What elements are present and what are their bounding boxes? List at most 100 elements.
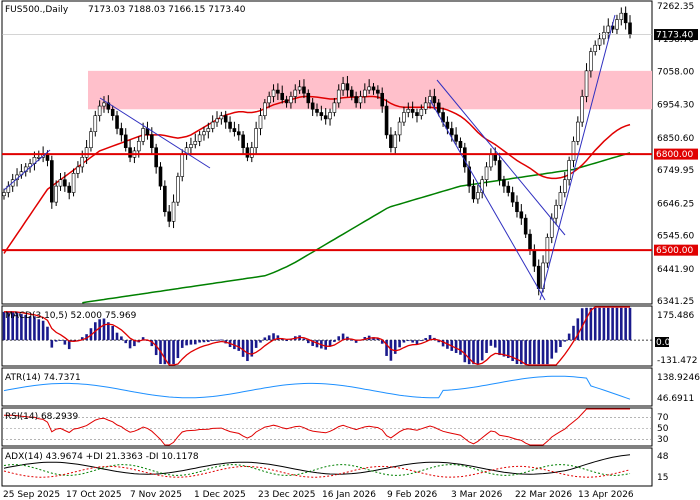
candle-body — [289, 96, 293, 104]
macd-bar — [259, 340, 262, 343]
macd-bar — [115, 332, 119, 341]
candle-body — [154, 147, 158, 168]
macd-bar — [241, 340, 245, 357]
main-y-axis: 7262.35 7158.70 7058.00 6954.30 6850.60 … — [657, 2, 694, 307]
macd-bar — [102, 318, 106, 341]
candle-body — [189, 144, 193, 148]
macd-bar — [389, 340, 393, 361]
macd-bar — [141, 337, 145, 341]
candle-body — [615, 19, 619, 30]
candle-body — [467, 166, 471, 187]
macd-bar — [254, 340, 258, 348]
candle-body — [389, 134, 393, 148]
candle-body — [528, 233, 532, 251]
candle-body — [449, 128, 454, 136]
macd-bar — [120, 336, 123, 341]
adx-title: ADX(14) 43.9674 +DI 21.3363 -DI 10.1178 — [5, 452, 199, 462]
macd-bar — [593, 307, 597, 341]
macd-bar — [11, 311, 14, 341]
macd-bar — [589, 307, 593, 341]
macd-bar — [163, 340, 167, 365]
candle-body — [76, 166, 80, 174]
macd-bar — [7, 311, 10, 341]
macd-bar — [2, 311, 6, 341]
candle-body — [562, 179, 567, 193]
candle-body — [476, 192, 480, 200]
candle-body — [510, 192, 515, 203]
candle-body — [119, 128, 124, 136]
macd-bar — [411, 340, 414, 343]
rsi-path — [4, 408, 630, 446]
macd-bar — [415, 340, 419, 345]
candle-body — [80, 157, 85, 168]
level-label-6500: 6500.00 — [656, 246, 693, 256]
adx-path — [3, 454, 631, 475]
candle-body — [50, 160, 54, 203]
macd-bar — [463, 340, 467, 363]
candles — [2, 6, 632, 296]
macd-bar — [341, 333, 345, 341]
minus-di-path — [3, 465, 631, 478]
macd-bar — [576, 318, 580, 341]
atr-tick-1: 46.6911 — [657, 394, 694, 404]
atr-tick-0: 138.9246 — [657, 373, 700, 383]
macd-bar — [85, 334, 88, 341]
macd-bar — [54, 340, 58, 342]
candle-body — [384, 105, 389, 136]
y-tick-1: 7158.70 — [657, 35, 694, 45]
macd-bar — [80, 337, 84, 341]
macd-bar — [211, 340, 214, 341]
candle-body — [263, 102, 267, 116]
macd-bar — [472, 340, 475, 365]
candle-body — [67, 185, 72, 193]
macd-bar — [480, 340, 484, 361]
macd-bar — [311, 340, 314, 346]
trend-line-5 — [3, 149, 51, 191]
macd-bar — [46, 326, 49, 341]
candle-body — [115, 115, 119, 129]
horizontal-levels — [2, 34, 652, 252]
candle-body — [489, 153, 493, 168]
macd-bar — [437, 340, 441, 343]
macd-bar — [498, 340, 501, 356]
macd-bar — [237, 340, 241, 351]
macd-bar — [372, 337, 375, 341]
candle-body — [167, 211, 171, 222]
macd-bar — [598, 307, 601, 341]
x-tick-2: 7 Nov 2025 — [130, 490, 182, 500]
rsi-line — [2, 408, 652, 446]
candle-body — [123, 134, 128, 148]
rsi-panel-frame — [1, 407, 653, 447]
macd-signal-line — [4, 306, 630, 366]
candle-body — [628, 22, 632, 35]
ma-green-line — [82, 152, 631, 304]
rsi-tick-1: 50 — [657, 424, 669, 434]
candle-body — [163, 185, 167, 213]
macd-bar — [337, 336, 341, 341]
candle-body — [93, 115, 98, 132]
macd-bar — [107, 322, 110, 341]
y-tick-6: 6646.25 — [657, 199, 694, 209]
candle-body — [102, 102, 106, 107]
macd-tick-1: 0.00 — [656, 338, 676, 348]
x-axis: 25 Sep 2025 17 Oct 2025 7 Nov 2025 1 Dec… — [3, 490, 634, 500]
macd-bar — [20, 314, 23, 341]
candle-body — [523, 217, 528, 235]
adx-tick-0: 48 — [657, 452, 669, 462]
x-tick-1: 17 Oct 2025 — [66, 490, 122, 500]
macd-bar — [111, 325, 114, 341]
candle-body — [210, 121, 215, 129]
candle-body — [310, 102, 315, 110]
macd-bar — [559, 340, 562, 348]
macd-bar — [63, 340, 67, 345]
trend-line-2 — [436, 79, 566, 236]
candle-body — [197, 134, 202, 142]
macd-title: MACD(3,10,5) 52.000 75.969 — [5, 311, 137, 321]
candle-body — [245, 147, 250, 158]
candle-body — [215, 118, 219, 123]
macd-bar — [154, 340, 158, 356]
macd-bar — [554, 340, 558, 353]
macd-bar — [220, 339, 223, 341]
macd-bar — [546, 340, 549, 365]
macd-bar — [476, 340, 480, 365]
